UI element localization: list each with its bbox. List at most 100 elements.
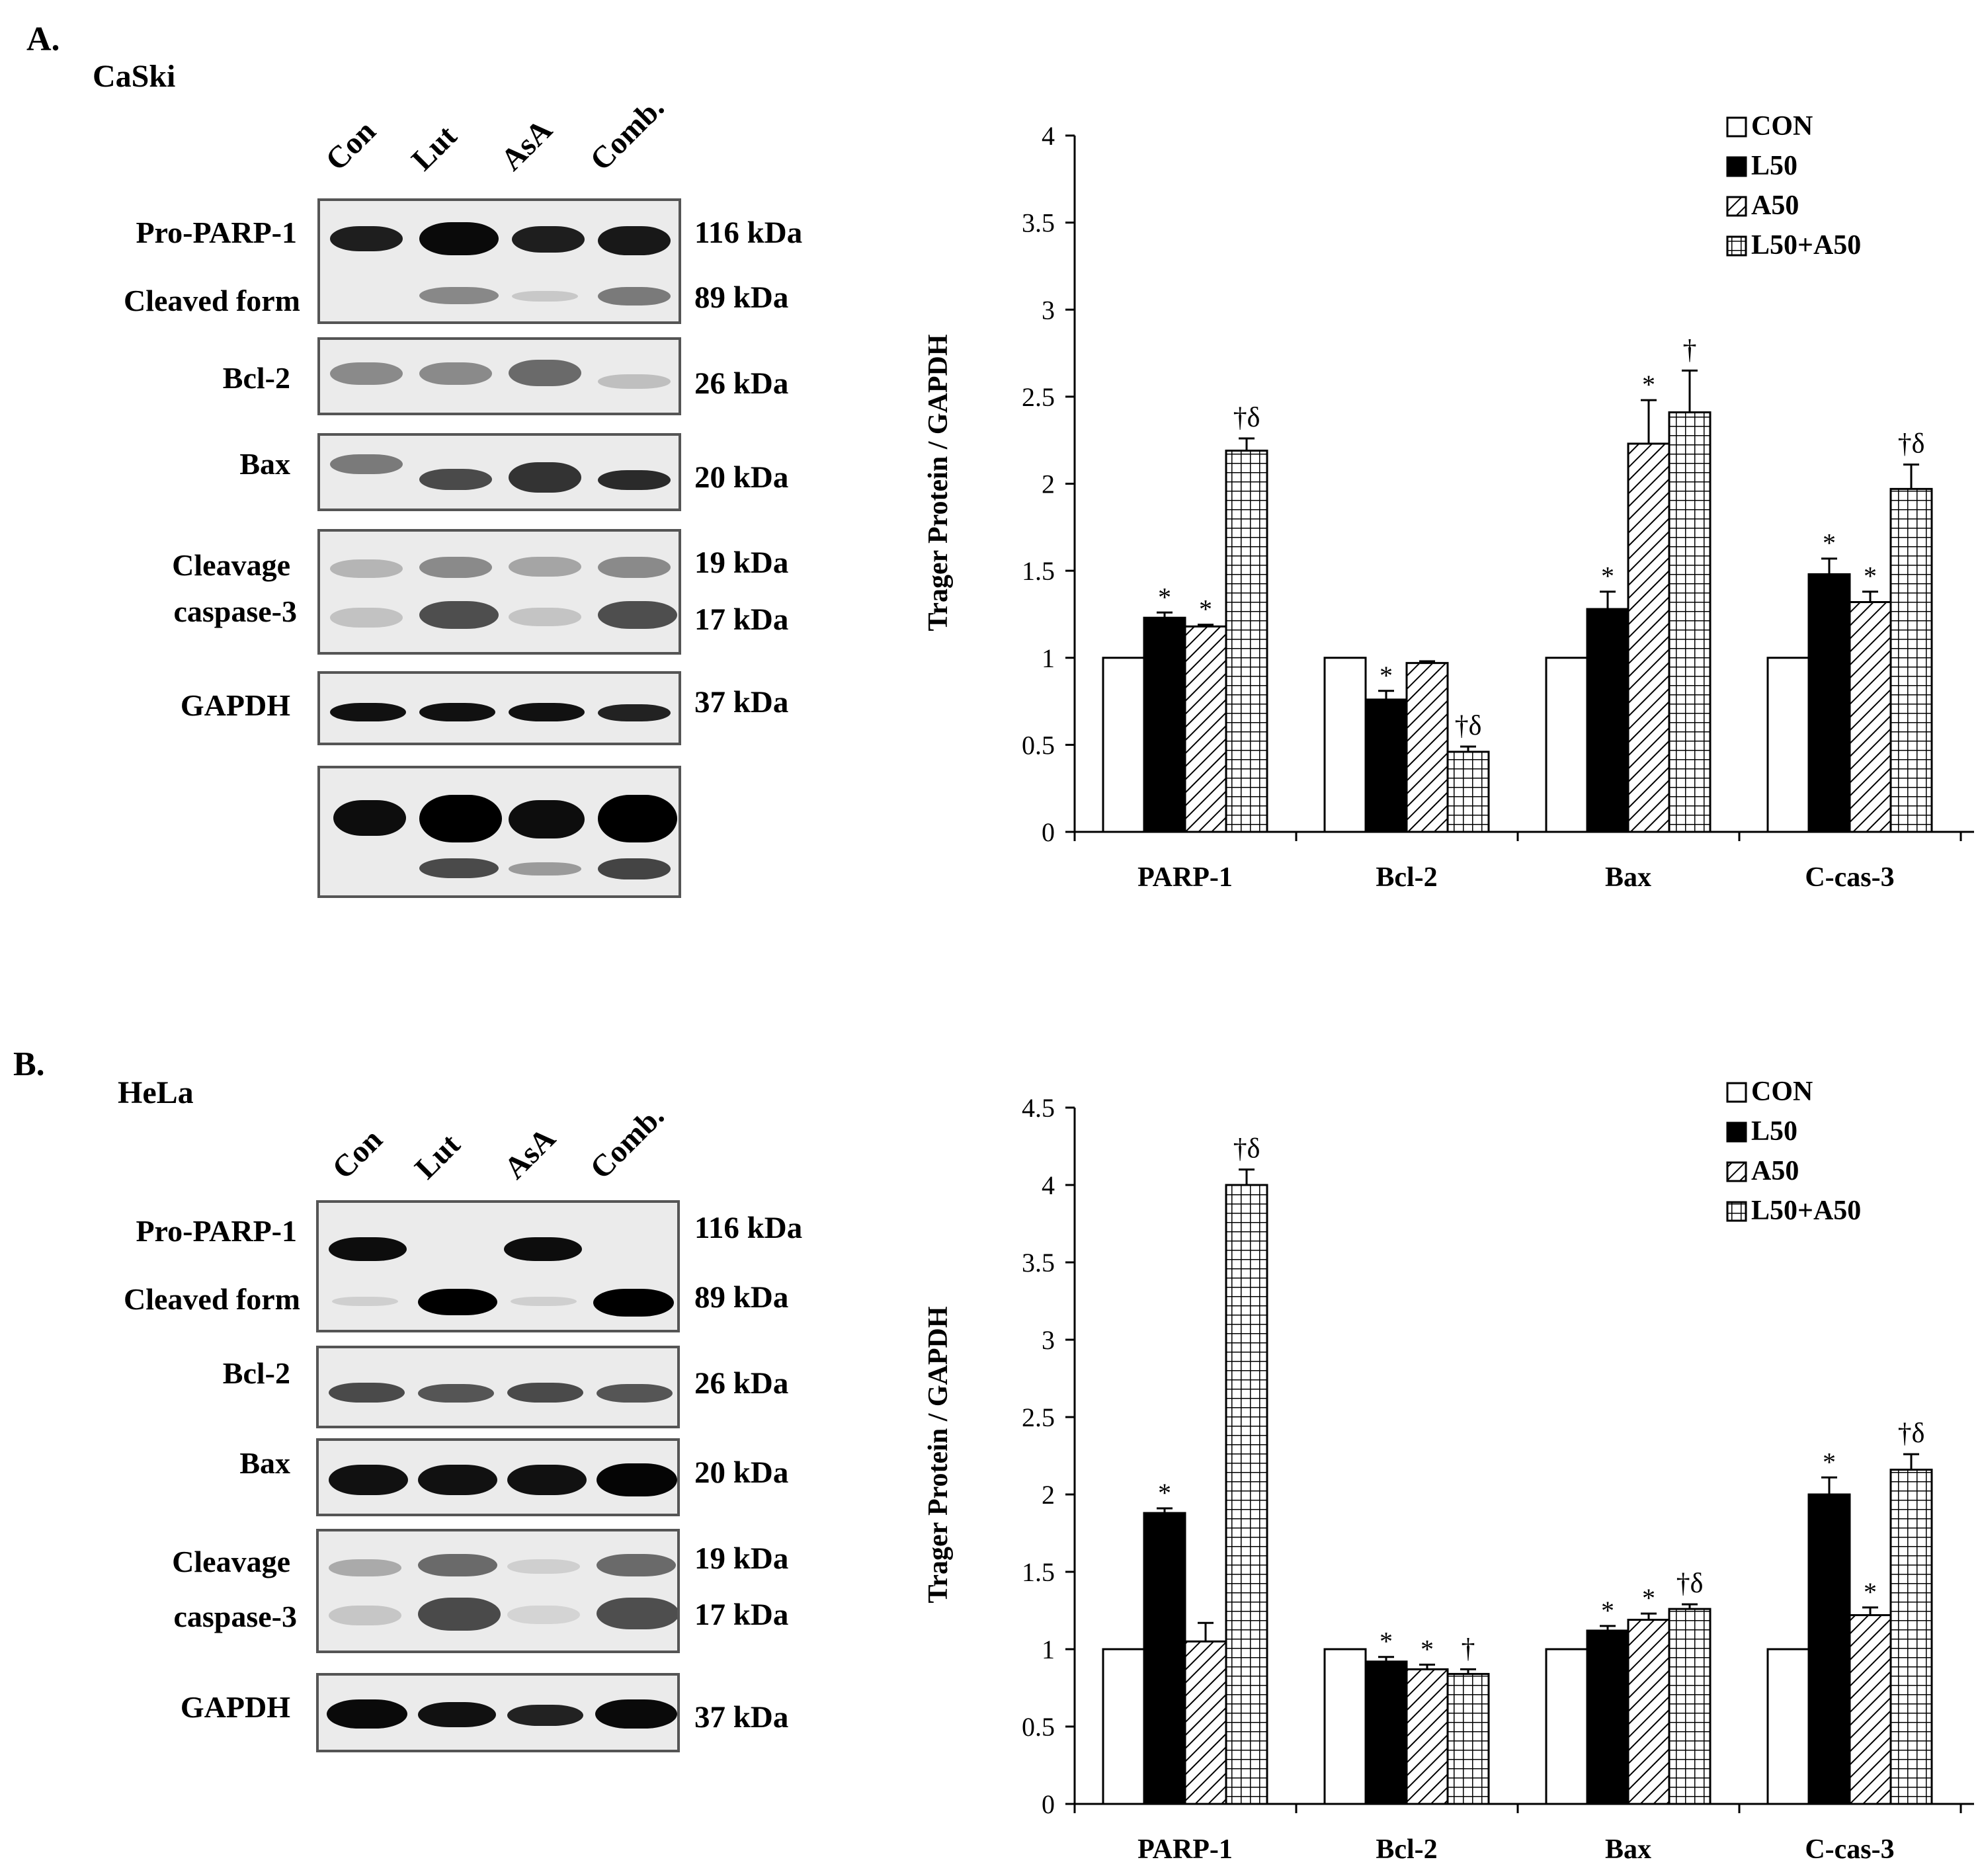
bar-l50-a50-c-cas-3 xyxy=(1889,487,1933,833)
panel-b-label-bax: Bax xyxy=(239,1446,290,1480)
panel-a-label-cleavage: Cleavage xyxy=(172,548,290,582)
y-tick-label: 3.5 xyxy=(1022,1248,1055,1278)
panel-a-kda-26: 26 kDa xyxy=(694,366,789,401)
legend-swatch xyxy=(1726,196,1747,217)
bar-con-bcl-2 xyxy=(1323,1648,1367,1805)
significance-label: * xyxy=(1642,1583,1655,1613)
bar-con-c-cas-3 xyxy=(1766,657,1810,833)
y-axis-label: Trager Protein / GAPDH xyxy=(923,334,954,631)
legend-label: L50 xyxy=(1751,151,1797,181)
panel-b-blot-parp xyxy=(316,1200,680,1332)
bar-l50-bax xyxy=(1586,608,1629,833)
bar-con-bax xyxy=(1545,657,1588,833)
significance-label: †δ xyxy=(1233,403,1260,433)
y-tick-label: 3.5 xyxy=(1022,208,1055,238)
bar-con-bax xyxy=(1545,1648,1588,1805)
category-label: PARP-1 xyxy=(1137,1834,1233,1865)
panel-a-label-bax: Bax xyxy=(239,447,290,481)
bar-con-bcl-2 xyxy=(1323,657,1367,833)
y-tick-label: 1 xyxy=(1042,643,1055,673)
bar-l50-bcl-2 xyxy=(1364,698,1408,833)
bar-l50-c-cas-3 xyxy=(1807,1493,1851,1805)
significance-label: * xyxy=(1199,594,1212,624)
panel-b-blot-caspase3 xyxy=(316,1529,680,1653)
bar-l50-c-cas-3 xyxy=(1807,573,1851,833)
y-tick-label: 4.5 xyxy=(1022,1093,1055,1123)
legend-swatch xyxy=(1726,235,1747,257)
bar-a50-bcl-2 xyxy=(1405,662,1449,833)
y-tick-label: 4 xyxy=(1042,121,1055,151)
panel-a-blot-caspase3 xyxy=(317,529,681,655)
bar-l50-parp-1 xyxy=(1143,616,1186,833)
panel-a-label-gapdh: GAPDH xyxy=(180,688,290,722)
significance-label: †δ xyxy=(1898,1418,1925,1449)
legend-label: A50 xyxy=(1751,190,1799,221)
significance-label: * xyxy=(1823,1447,1836,1477)
panel-b-label-cleavage: Cleavage xyxy=(172,1545,290,1578)
bar-l50-a50-bax xyxy=(1668,1608,1712,1805)
panel-b-kda-89: 89 kDa xyxy=(694,1280,789,1315)
panel-a-cell-line: CaSki xyxy=(93,59,176,94)
category-label: Bcl-2 xyxy=(1376,862,1437,893)
significance-label: * xyxy=(1380,661,1393,690)
bar-l50-parp-1 xyxy=(1143,1512,1186,1805)
significance-label: * xyxy=(1823,528,1836,558)
y-tick-label: 0 xyxy=(1042,1789,1055,1819)
legend-swatch xyxy=(1726,156,1747,177)
y-tick-label: 4 xyxy=(1042,1170,1055,1200)
panel-b-kda-116: 116 kDa xyxy=(694,1211,803,1245)
bar-l50-a50-bcl-2 xyxy=(1446,1672,1490,1805)
panel-a-blot-parp xyxy=(317,198,681,324)
bar-l50-bcl-2 xyxy=(1364,1660,1408,1805)
y-tick-label: 2.5 xyxy=(1022,1403,1055,1432)
panel-b-label-bcl2: Bcl-2 xyxy=(222,1356,290,1390)
significance-label: †δ xyxy=(1455,711,1482,741)
significance-label: * xyxy=(1864,561,1877,591)
legend-label: CON xyxy=(1751,1077,1813,1107)
significance-label: * xyxy=(1158,582,1171,612)
y-tick-label: 2.5 xyxy=(1022,382,1055,412)
legend-label: L50+A50 xyxy=(1751,1196,1861,1226)
y-tick-label: 1.5 xyxy=(1022,556,1055,586)
legend-label: L50 xyxy=(1751,1116,1797,1147)
legend-swatch xyxy=(1726,1201,1747,1222)
legend-label: L50+A50 xyxy=(1751,230,1861,261)
significance-label: †δ xyxy=(1676,1569,1704,1599)
panel-a-blot-gapdh xyxy=(317,671,681,745)
bar-l50-bax xyxy=(1586,1629,1629,1805)
panel-b-letter: B. xyxy=(13,1045,45,1083)
panel-b-kda-17: 17 kDa xyxy=(694,1598,789,1632)
significance-label: † xyxy=(1462,1633,1475,1664)
panel-b-blot-bcl2 xyxy=(316,1346,680,1428)
bar-a50-bcl-2 xyxy=(1405,1668,1449,1805)
y-tick-label: 1.5 xyxy=(1022,1557,1055,1587)
bar-a50-c-cas-3 xyxy=(1848,1614,1892,1805)
significance-label: † xyxy=(1683,335,1697,365)
panel-b-kda-26: 26 kDa xyxy=(694,1366,789,1401)
panel-a-label-caspase3: caspase-3 xyxy=(173,594,297,628)
category-label: PARP-1 xyxy=(1137,862,1233,893)
panel-b-blot-gapdh xyxy=(316,1673,680,1752)
panel-b-label-gapdh: GAPDH xyxy=(180,1690,290,1724)
y-tick-label: 3 xyxy=(1042,1325,1055,1355)
significance-label: * xyxy=(1421,1634,1434,1664)
panel-a-letter: A. xyxy=(26,20,60,58)
legend-swatch xyxy=(1726,1122,1747,1143)
panel-a-label-bcl2: Bcl-2 xyxy=(222,361,290,395)
panel-b-kda-37: 37 kDa xyxy=(694,1700,789,1734)
significance-label: * xyxy=(1158,1478,1171,1508)
category-label: Bax xyxy=(1605,1834,1651,1865)
category-label: C-cas-3 xyxy=(1805,862,1894,893)
bar-con-parp-1 xyxy=(1102,657,1145,833)
panel-a-kda-19: 19 kDa xyxy=(694,546,789,580)
significance-label: * xyxy=(1380,1627,1393,1656)
y-tick-label: 2 xyxy=(1042,469,1055,499)
category-label: C-cas-3 xyxy=(1805,1834,1894,1865)
panel-a-kda-17: 17 kDa xyxy=(694,602,789,637)
significance-label: †δ xyxy=(1898,429,1925,460)
bar-a50-bax xyxy=(1627,442,1671,833)
panel-b-blot-bax xyxy=(316,1438,680,1516)
panel-a-kda-89: 89 kDa xyxy=(694,280,789,315)
bar-l50-a50-parp-1 xyxy=(1225,449,1268,833)
